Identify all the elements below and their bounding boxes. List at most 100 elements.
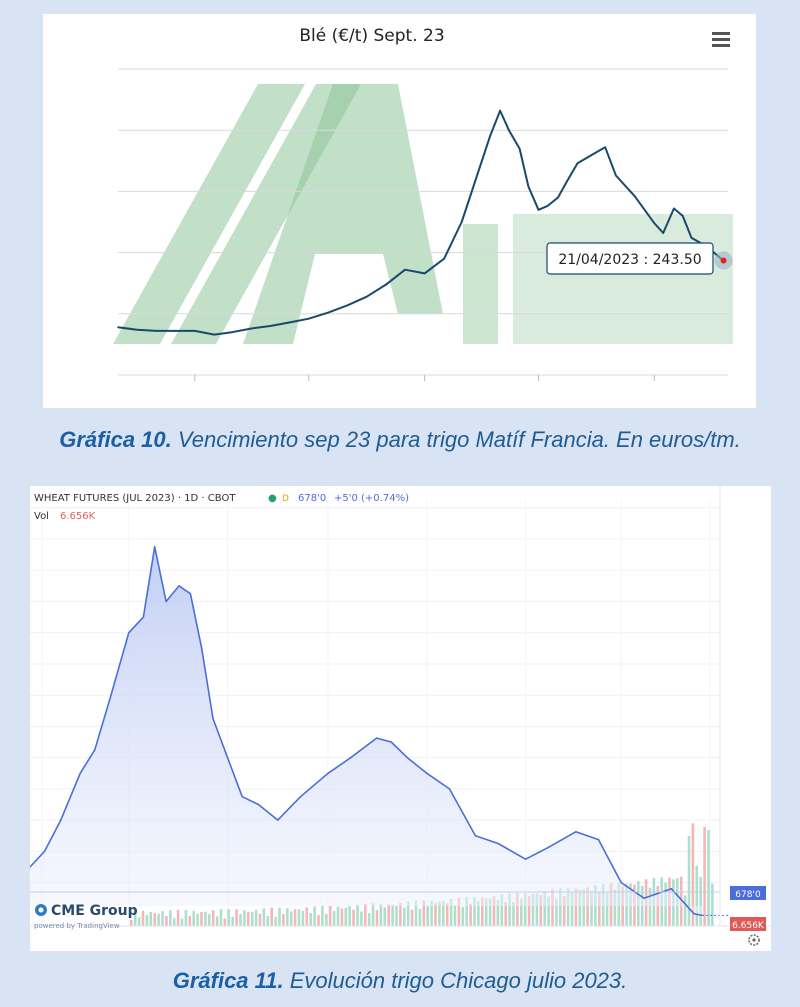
data-point	[423, 272, 426, 275]
last-quote: 678'0	[298, 493, 326, 504]
data-point	[194, 330, 196, 332]
last-volume-label: 6.656K	[732, 921, 765, 931]
volume-bar	[344, 907, 348, 926]
volume-bar	[488, 898, 492, 926]
data-point	[307, 317, 310, 320]
brand-name: CME Group	[51, 903, 138, 919]
data-point	[499, 109, 501, 112]
volume-bar	[445, 903, 449, 926]
volume-bar	[188, 916, 192, 926]
volume-bar	[500, 894, 504, 926]
volume-bar	[278, 907, 281, 926]
data-point	[200, 647, 203, 650]
data-point	[110, 694, 112, 696]
data-point	[174, 330, 177, 332]
volume-bar	[219, 909, 223, 926]
volume-bar	[582, 889, 585, 926]
price-change: +5'0 (+0.74%)	[334, 493, 409, 504]
delayed-badge: D	[282, 494, 289, 504]
volume-bar	[328, 905, 332, 926]
volume-bar	[157, 913, 160, 926]
data-point	[460, 221, 463, 223]
data-point	[575, 831, 577, 833]
data-point	[693, 913, 695, 915]
volume-bar	[457, 897, 461, 926]
volume-bar	[130, 920, 133, 926]
last-price-tag	[730, 886, 766, 900]
volume-bar	[169, 910, 172, 926]
volume-bar	[598, 892, 601, 926]
volume-bar	[356, 904, 359, 926]
volume-bar	[512, 901, 515, 926]
volume-bar	[422, 900, 426, 926]
data-point	[43, 850, 46, 853]
volume-bar	[418, 908, 422, 926]
gear-icon[interactable]	[748, 934, 760, 946]
data-point	[615, 174, 617, 177]
data-point	[576, 162, 579, 165]
volume-bar	[172, 918, 176, 926]
volume-bar	[695, 865, 699, 926]
volume-bar	[348, 906, 351, 926]
volume-bar	[192, 910, 195, 926]
volume-bar	[434, 903, 437, 926]
volume-bar	[250, 911, 254, 926]
data-point	[226, 756, 229, 759]
volume-bar	[410, 909, 414, 926]
volume-bar	[153, 912, 156, 926]
volume-bar	[640, 886, 644, 926]
data-point	[60, 819, 62, 821]
volume-bar	[375, 910, 379, 926]
data-point	[489, 135, 491, 138]
volume-bar	[481, 897, 484, 926]
volume-bar	[282, 914, 285, 926]
data-point	[189, 592, 192, 595]
data-point	[604, 146, 607, 149]
volume-bar	[414, 900, 418, 926]
data-point	[178, 585, 180, 587]
volume-bar	[699, 876, 702, 926]
volume-bar	[578, 889, 582, 926]
data-point	[155, 330, 158, 332]
volume-bar	[235, 909, 238, 926]
volume-bar	[527, 895, 531, 926]
volume-bar	[176, 909, 180, 926]
data-point	[257, 803, 260, 806]
volume-bar	[531, 893, 535, 926]
data-point	[213, 333, 216, 336]
volume-bar	[621, 886, 624, 926]
volume-bar	[473, 896, 476, 926]
volume-bar	[590, 890, 593, 926]
volume-bar	[340, 908, 344, 926]
volume-bar	[613, 889, 617, 926]
volume-bar	[691, 823, 695, 926]
volume-bar	[559, 888, 562, 926]
volume-bar	[496, 900, 500, 926]
volume-bar	[360, 911, 363, 926]
hamburger-menu-icon[interactable]	[712, 32, 730, 47]
data-point	[327, 772, 329, 774]
volume-bar	[426, 905, 429, 926]
last-price-label: 678'0	[735, 890, 761, 900]
cbot-wheat-chart-panel: WHEAT FUTURES (JUL 2023) · 1D · CBOT ● D…	[29, 486, 771, 951]
data-point	[250, 327, 253, 330]
volume-bar	[551, 889, 554, 926]
volume-bar	[547, 896, 550, 926]
figure-11-label: Gráfica 11.	[172, 968, 284, 993]
volume-bar	[301, 910, 305, 926]
volume-bar	[508, 893, 511, 926]
volume-bar	[180, 918, 184, 926]
volume-bar	[555, 898, 558, 926]
volume-bar	[286, 908, 289, 926]
volume-bar	[247, 911, 250, 926]
volume-bar	[539, 894, 543, 926]
volume-bar	[266, 915, 270, 926]
volume-bar	[371, 903, 375, 926]
data-point	[673, 207, 675, 210]
volume-bar	[387, 904, 390, 926]
volume-bar	[254, 909, 258, 926]
data-point	[136, 328, 138, 331]
data-point	[546, 205, 549, 207]
volume-bar	[465, 896, 468, 926]
data-point	[448, 788, 451, 790]
